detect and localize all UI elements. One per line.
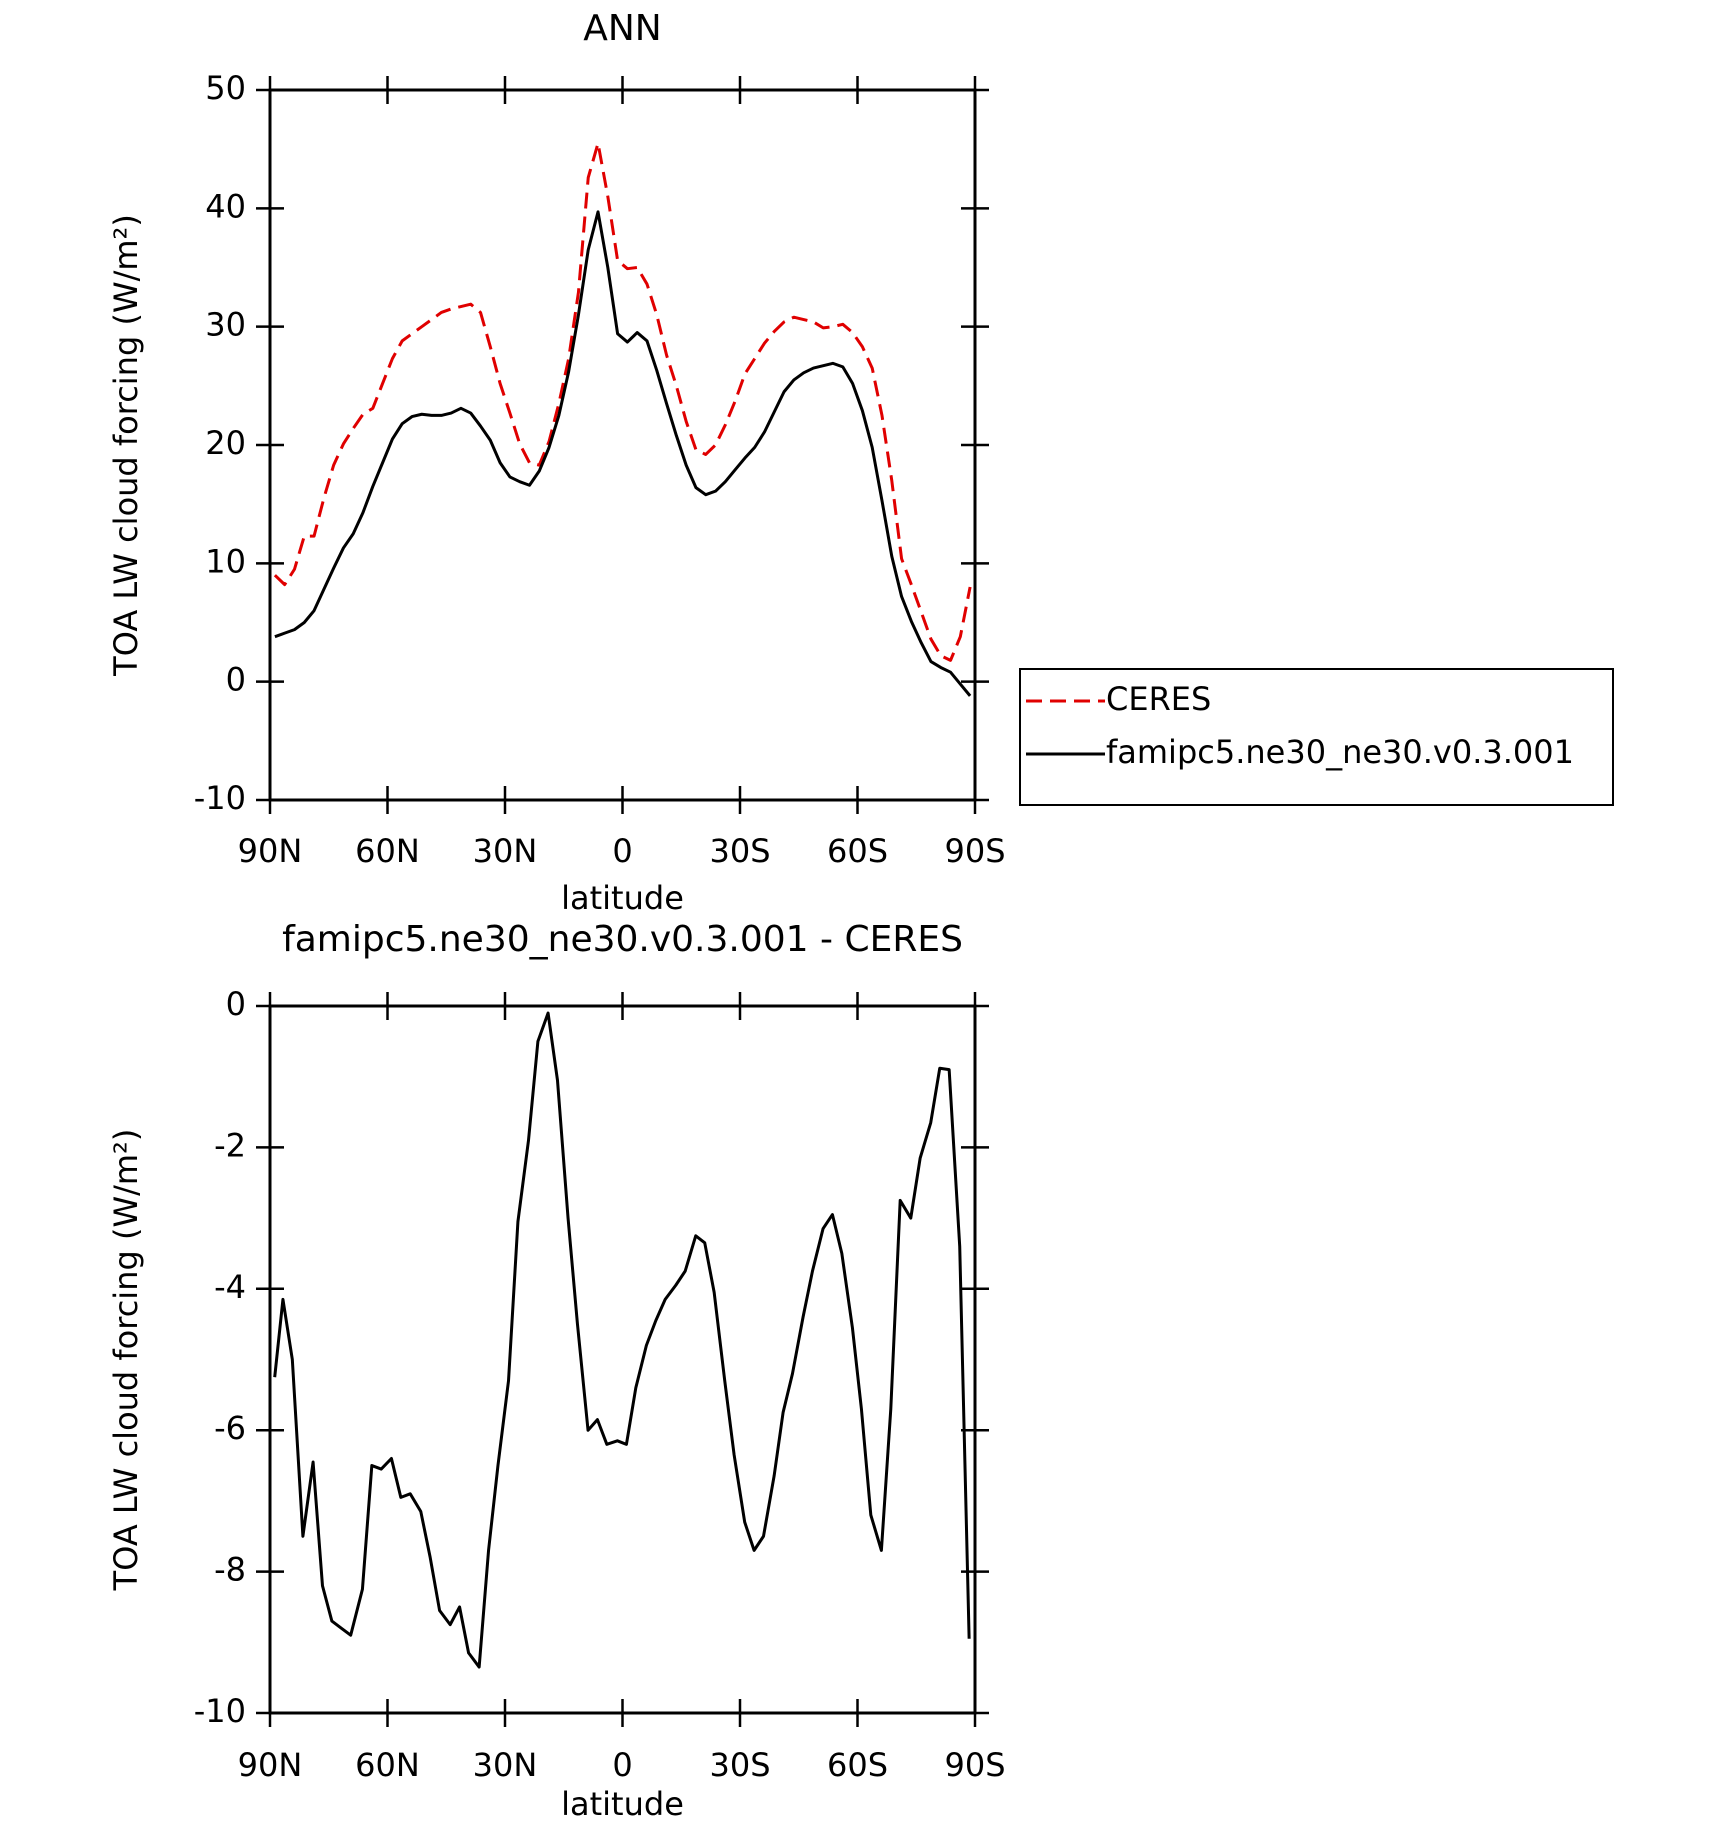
y-tick-label: -4 — [214, 1268, 246, 1306]
x-tick-label: 30N — [473, 832, 538, 870]
x-tick-label: 0 — [612, 832, 632, 870]
x-tick-label: 60N — [355, 1746, 420, 1784]
y-tick-label: 30 — [205, 306, 246, 344]
y-tick-label: -6 — [214, 1409, 246, 1447]
plot-frame — [268, 88, 977, 802]
x-tick-label: 60N — [355, 832, 420, 870]
x-tick-label: 30N — [473, 1746, 538, 1784]
x-tick-label: 30S — [709, 832, 770, 870]
chart-title: ANN — [583, 8, 662, 49]
y-tick-label: -10 — [194, 779, 246, 817]
series-line — [274, 210, 972, 697]
y-tick-label: 20 — [205, 424, 246, 462]
y-tick-label: -10 — [194, 1692, 246, 1730]
x-tick-label: 30S — [709, 1746, 770, 1784]
chart-title: famipc5.ne30_ne30.v0.3.001 - CERES — [282, 919, 963, 960]
legend-label: CERES — [1106, 680, 1211, 718]
y-axis-label: TOA LW cloud forcing (W/m²) — [107, 214, 145, 677]
y-tick-label: -2 — [214, 1126, 246, 1164]
y-tick-label: 0 — [226, 985, 246, 1023]
y-tick-label: 10 — [205, 542, 246, 580]
x-tick-label: 90N — [238, 1746, 303, 1784]
y-tick-label: 50 — [205, 69, 246, 107]
x-tick-label: 60S — [827, 832, 888, 870]
plot-frame — [268, 1004, 977, 1715]
x-tick-label: 90N — [238, 832, 303, 870]
y-axis-label: TOA LW cloud forcing (W/m²) — [107, 1129, 145, 1592]
x-tick-label: 90S — [944, 832, 1005, 870]
y-tick-label: -8 — [214, 1551, 246, 1589]
x-tick-label: 60S — [827, 1746, 888, 1784]
x-axis-label: latitude — [561, 1785, 684, 1822]
legend-box — [1019, 668, 1614, 806]
y-tick-label: 0 — [226, 661, 246, 699]
series-line — [273, 1011, 971, 1669]
x-axis-label: latitude — [561, 879, 684, 917]
x-tick-label: 0 — [612, 1746, 632, 1784]
legend-label: famipc5.ne30_ne30.v0.3.001 — [1106, 733, 1574, 771]
series-line — [273, 141, 972, 662]
x-tick-label: 90S — [944, 1746, 1005, 1784]
y-tick-label: 40 — [205, 187, 246, 225]
